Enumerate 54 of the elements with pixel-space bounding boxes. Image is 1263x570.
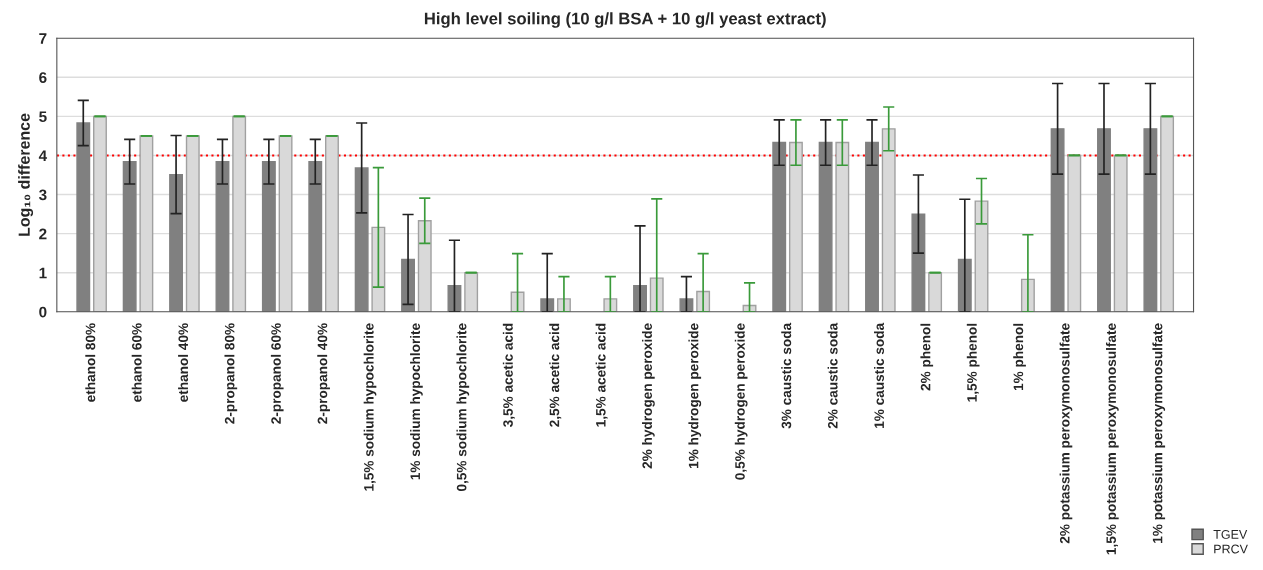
bar [1097, 128, 1111, 312]
bar [261, 161, 276, 312]
bar [911, 213, 926, 312]
x-tick-label: 2,5% acetic acid [549, 323, 562, 427]
x-tick-label: ethanol 60% [131, 323, 142, 402]
x-tick-label: 1% potassium peroxymonosulfate [1152, 323, 1166, 543]
y-tick-label: 6 [39, 72, 47, 83]
bar [122, 161, 137, 312]
x-tick-label: 1% hydrogen peroxide [688, 323, 702, 469]
x-tick-label: 1,5% sodium hypochlorite [363, 323, 377, 491]
bar [865, 141, 879, 312]
bar [169, 173, 184, 312]
x-tick-label: 3,5% acetic acid [502, 323, 515, 427]
y-tick-label: 7 [39, 33, 47, 44]
x-tick-label: 2% phenol [920, 323, 934, 391]
x-tick-label: 2-propanol 60% [270, 323, 284, 424]
y-tick-label: 0 [39, 306, 47, 318]
x-tick-label: 2-propanol 80% [224, 323, 238, 424]
bar [215, 161, 230, 312]
bar [308, 161, 323, 312]
bar [1050, 128, 1065, 312]
x-tick-label: 0,5% sodium hypochlorite [456, 323, 470, 492]
legend-label: TGEV [1213, 529, 1248, 539]
bar [76, 122, 91, 312]
bar [772, 141, 787, 312]
x-tick-label: ethanol 80% [85, 323, 96, 402]
y-tick-label: 1 [39, 267, 47, 279]
x-tick-label: 2-propanol 40% [317, 323, 330, 424]
x-tick-label: ethanol 40% [178, 323, 189, 402]
x-tick-label: 2% hydrogen peroxide [642, 323, 655, 469]
y-axis-title: Log₁₀ difference [18, 113, 34, 236]
x-tick-label: 1,5% acetic acid [595, 323, 608, 427]
x-tick-label: 1% caustic soda [874, 322, 885, 428]
x-tick-label: 1,5% potassium peroxymonosulfate [1106, 323, 1119, 555]
bar [510, 291, 525, 312]
y-tick-label: 4 [38, 150, 48, 161]
x-tick-label: 0,5% hydrogen peroxide [734, 323, 748, 480]
x-tick-label: 1% phenol [1013, 323, 1026, 391]
bar [447, 284, 462, 312]
x-tick-label: 3% caustic soda [781, 322, 792, 429]
legend-label: PRCV [1214, 544, 1248, 554]
y-tick-label: 3 [38, 189, 47, 201]
y-tick-label: 2 [39, 228, 47, 240]
chart-title: High level soiling (10 g/l BSA + 10 g/l yeast extract) [424, 12, 826, 28]
x-tick-label: 2% caustic soda [827, 322, 838, 429]
bar [603, 298, 618, 312]
x-tick-label: 1,5% phenol [966, 323, 980, 402]
bar [1143, 128, 1158, 312]
bar [354, 167, 369, 312]
y-tick-label: 5 [39, 111, 47, 123]
x-tick-label: 2% potassium peroxymonosulfate [1059, 323, 1073, 544]
bar [818, 141, 833, 312]
x-tick-label: 1% sodium hypochlorite [410, 323, 423, 480]
bar [679, 298, 694, 312]
